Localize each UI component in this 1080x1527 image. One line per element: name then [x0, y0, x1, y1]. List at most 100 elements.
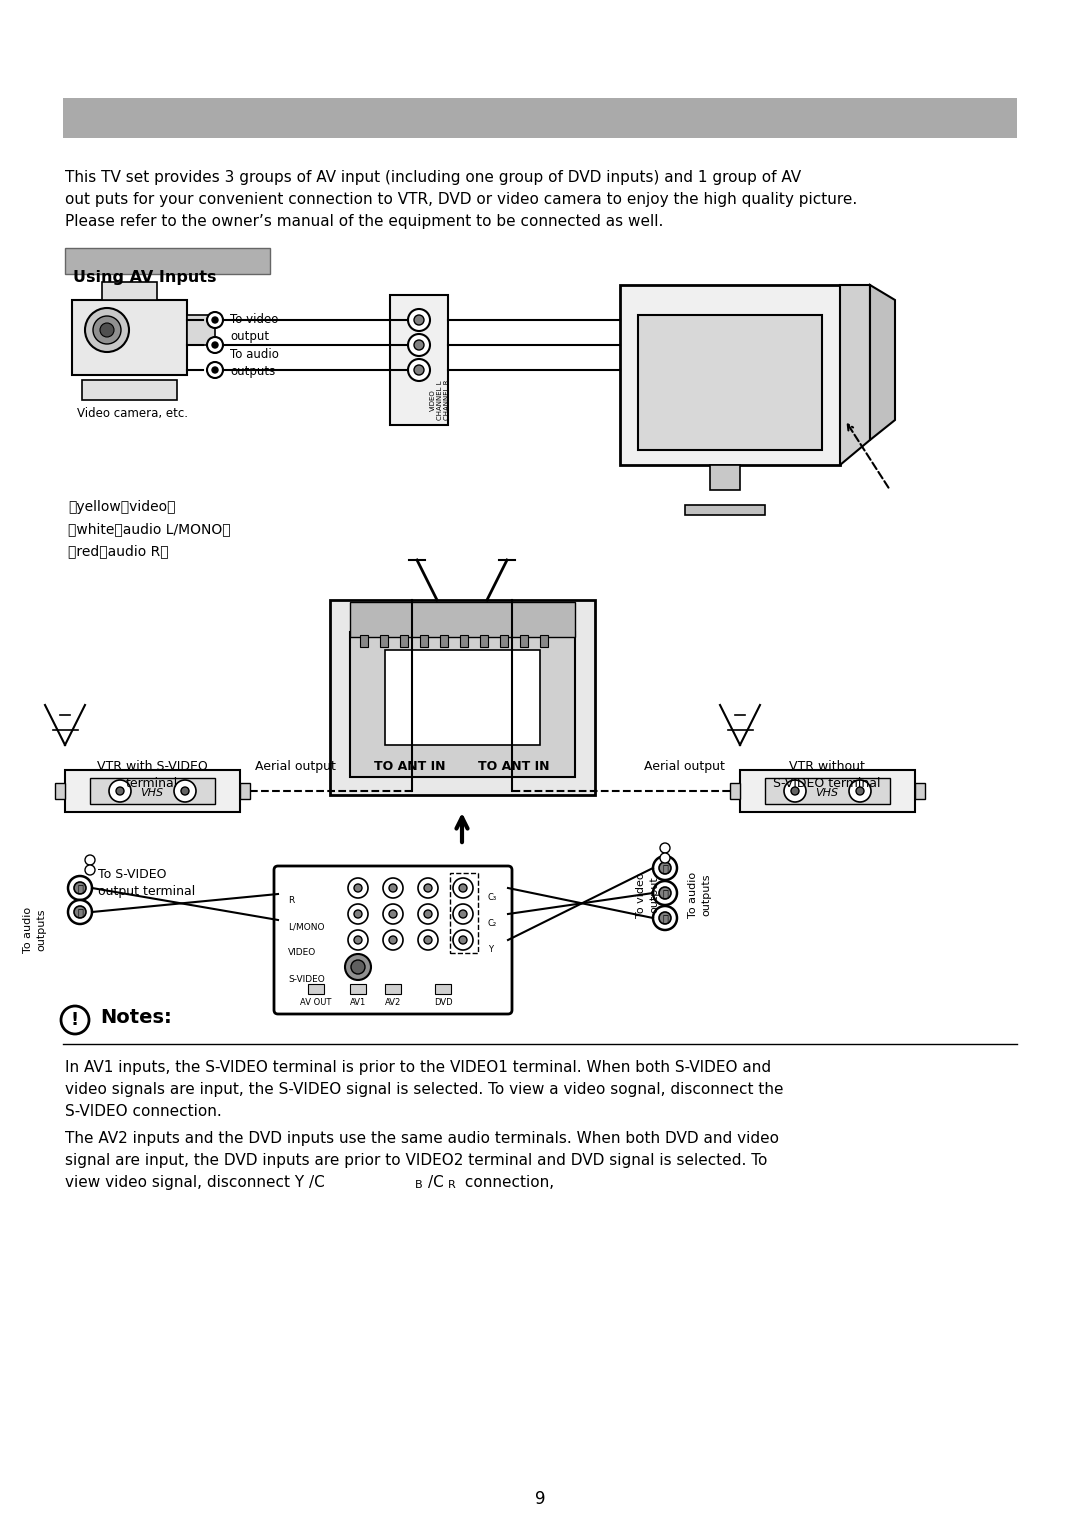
Text: VHS: VHS [815, 788, 838, 799]
Text: To S-VIDEO
output terminal: To S-VIDEO output terminal [98, 867, 195, 898]
Bar [102, 282, 157, 299]
Circle shape [85, 308, 129, 353]
Text: signal are input, the DVD inputs are prior to VIDEO2 terminal and DVD signal is : signal are input, the DVD inputs are pri… [65, 1153, 768, 1168]
Text: To video
output: To video output [636, 872, 660, 918]
Circle shape [653, 881, 677, 906]
Bar [540, 635, 548, 647]
Circle shape [424, 884, 432, 892]
Circle shape [207, 312, 222, 328]
Circle shape [383, 878, 403, 898]
Circle shape [351, 960, 365, 974]
Bar [63, 98, 1017, 137]
Bar [915, 783, 924, 799]
Circle shape [653, 906, 677, 930]
Circle shape [389, 884, 397, 892]
Bar [82, 380, 177, 400]
Circle shape [174, 780, 195, 802]
Bar [65, 247, 270, 273]
Circle shape [354, 910, 362, 918]
Circle shape [418, 904, 438, 924]
Circle shape [408, 334, 430, 356]
Bar [519, 635, 528, 647]
Circle shape [116, 786, 124, 796]
Text: VTR without
S-VIDEO terminal: VTR without S-VIDEO terminal [773, 760, 881, 789]
Circle shape [207, 337, 222, 353]
Text: ⓨ: ⓨ [662, 863, 667, 873]
Polygon shape [840, 286, 870, 466]
Text: R: R [288, 896, 294, 906]
Circle shape [68, 876, 92, 899]
Circle shape [60, 1006, 89, 1034]
Bar [350, 983, 366, 994]
Text: Please refer to the owner’s manual of the equipment to be connected as well.: Please refer to the owner’s manual of th… [65, 214, 663, 229]
Bar [384, 983, 401, 994]
Circle shape [85, 864, 95, 875]
Circle shape [93, 316, 121, 344]
Bar [420, 635, 428, 647]
Bar [460, 635, 468, 647]
Text: ⓡ: ⓡ [77, 907, 83, 918]
Circle shape [856, 786, 864, 796]
Circle shape [418, 930, 438, 950]
Circle shape [653, 857, 677, 880]
Circle shape [784, 780, 806, 802]
Bar [380, 635, 388, 647]
Text: Video camera, etc.: Video camera, etc. [77, 408, 188, 420]
Circle shape [424, 936, 432, 944]
Text: R: R [448, 1180, 456, 1190]
Circle shape [68, 899, 92, 924]
Text: S-VIDEO: S-VIDEO [288, 976, 325, 983]
Circle shape [414, 315, 424, 325]
Circle shape [109, 780, 131, 802]
Text: To audio
outputs: To audio outputs [24, 907, 46, 953]
Bar [450, 873, 478, 953]
Circle shape [659, 887, 671, 899]
Text: video signals are input, the S-VIDEO signal is selected. To view a video sognal,: video signals are input, the S-VIDEO sig… [65, 1083, 783, 1096]
Bar [240, 783, 249, 799]
Circle shape [212, 366, 218, 373]
Text: Y: Y [488, 945, 492, 954]
Bar [435, 983, 451, 994]
Bar [638, 315, 822, 450]
Bar [330, 600, 595, 796]
Text: TO ANT IN: TO ANT IN [478, 760, 550, 773]
Text: AV OUT: AV OUT [300, 999, 332, 1006]
Bar [710, 466, 740, 490]
Text: VIDEO: VIDEO [288, 948, 316, 957]
Bar [384, 651, 540, 745]
Text: C₃: C₃ [488, 893, 497, 902]
Bar [400, 635, 408, 647]
Text: AV1: AV1 [350, 999, 366, 1006]
Circle shape [354, 884, 362, 892]
Text: connection,: connection, [460, 1174, 554, 1190]
Circle shape [207, 362, 222, 379]
Text: B: B [415, 1180, 422, 1190]
Bar [390, 295, 448, 425]
Circle shape [85, 855, 95, 864]
Text: ⓦwhite（audio L/MONO）: ⓦwhite（audio L/MONO） [68, 522, 231, 536]
Text: /C: /C [428, 1174, 444, 1190]
Text: !: ! [71, 1011, 79, 1029]
Text: VHS: VHS [140, 788, 163, 799]
Bar [620, 286, 840, 466]
Text: ⓦ: ⓦ [77, 883, 83, 893]
Polygon shape [870, 286, 895, 440]
Circle shape [383, 930, 403, 950]
Text: ⓡred（audio R）: ⓡred（audio R） [68, 544, 168, 557]
Text: 9: 9 [535, 1490, 545, 1509]
Circle shape [348, 878, 368, 898]
Text: This TV set provides 3 groups of AV input (including one group of DVD inputs) an: This TV set provides 3 groups of AV inpu… [65, 169, 801, 185]
Circle shape [849, 780, 870, 802]
Circle shape [660, 854, 670, 863]
Bar [187, 315, 215, 345]
Text: ⓦ: ⓦ [662, 889, 667, 898]
Text: VIDEO
CHANNEL L
CHANNEL R: VIDEO CHANNEL L CHANNEL R [430, 380, 450, 420]
Text: TO ANT IN: TO ANT IN [375, 760, 446, 773]
Text: S-VIDEO connection.: S-VIDEO connection. [65, 1104, 221, 1119]
Bar [55, 783, 65, 799]
Text: To video
output: To video output [230, 313, 279, 344]
Circle shape [424, 910, 432, 918]
Bar [360, 635, 368, 647]
Circle shape [791, 786, 799, 796]
Text: L/MONO: L/MONO [288, 922, 324, 931]
